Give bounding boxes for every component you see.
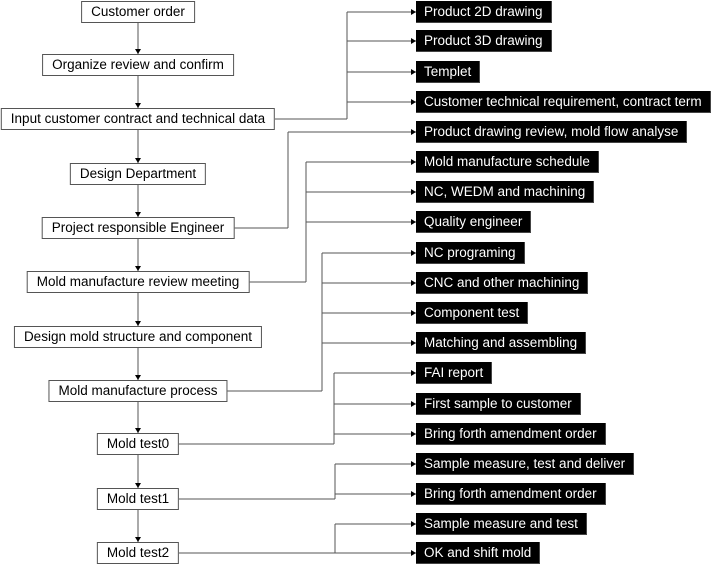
detail-item: Mold manufacture schedule xyxy=(416,151,599,173)
detail-item: Bring forth amendment order xyxy=(416,483,606,505)
arrow-right-icon xyxy=(411,491,416,497)
detail-item: Product 2D drawing xyxy=(416,1,552,23)
detail-item: Sample measure and test xyxy=(416,513,587,535)
arrow-right-icon xyxy=(411,159,416,165)
process-step: Design Department xyxy=(69,163,207,185)
arrow-down-icon xyxy=(135,483,141,488)
arrow-right-icon xyxy=(411,461,416,467)
arrow-down-icon xyxy=(135,49,141,54)
detail-item: Product 3D drawing xyxy=(416,30,552,52)
detail-item: NC, WEDM and machining xyxy=(416,181,595,203)
detail-item: Component test xyxy=(416,302,529,324)
detail-item: Matching and assembling xyxy=(416,332,587,354)
process-step: Organize review and confirm xyxy=(42,54,234,76)
detail-item: Sample measure, test and deliver xyxy=(416,453,635,475)
process-step: Mold manufacture process xyxy=(48,380,228,402)
arrow-right-icon xyxy=(411,189,416,195)
arrow-right-icon xyxy=(411,431,416,437)
detail-item: Customer technical requirement, contract… xyxy=(416,91,711,113)
detail-item: Quality engineer xyxy=(416,211,532,233)
detail-item: Bring forth amendment order xyxy=(416,423,606,445)
arrow-down-icon xyxy=(135,266,141,271)
arrow-right-icon xyxy=(411,250,416,256)
process-step: Mold test2 xyxy=(96,542,180,564)
arrow-right-icon xyxy=(411,370,416,376)
detail-item: NC programing xyxy=(416,242,525,264)
arrow-down-icon xyxy=(135,321,141,326)
process-step: Mold test1 xyxy=(96,488,180,510)
arrow-right-icon xyxy=(411,219,416,225)
arrow-down-icon xyxy=(135,103,141,108)
detail-item: CNC and other machining xyxy=(416,272,589,294)
arrow-right-icon xyxy=(411,521,416,527)
arrow-down-icon xyxy=(135,375,141,380)
detail-item: Templet xyxy=(416,61,481,83)
process-step: Input customer contract and technical da… xyxy=(0,108,276,130)
arrow-right-icon xyxy=(411,38,416,44)
arrow-right-icon xyxy=(411,340,416,346)
arrow-right-icon xyxy=(411,401,416,407)
detail-item: FAI report xyxy=(416,362,493,384)
detail-item: Product drawing review, mold flow analys… xyxy=(416,121,688,143)
process-step: Project responsible Engineer xyxy=(41,217,235,239)
arrow-right-icon xyxy=(411,9,416,15)
detail-item: OK and shift mold xyxy=(416,542,541,564)
process-step: Design mold structure and component xyxy=(13,326,263,348)
arrow-right-icon xyxy=(411,99,416,105)
arrow-down-icon xyxy=(135,537,141,542)
process-step: Mold manufacture review meeting xyxy=(26,271,250,293)
arrow-right-icon xyxy=(411,310,416,316)
arrow-right-icon xyxy=(411,280,416,286)
detail-item: First sample to customer xyxy=(416,393,581,415)
arrow-down-icon xyxy=(135,212,141,217)
process-step: Customer order xyxy=(81,1,195,23)
arrow-right-icon xyxy=(411,129,416,135)
process-step: Mold test0 xyxy=(96,433,180,455)
arrow-down-icon xyxy=(135,158,141,163)
arrow-down-icon xyxy=(135,428,141,433)
arrow-right-icon xyxy=(411,550,416,556)
arrow-right-icon xyxy=(411,69,416,75)
